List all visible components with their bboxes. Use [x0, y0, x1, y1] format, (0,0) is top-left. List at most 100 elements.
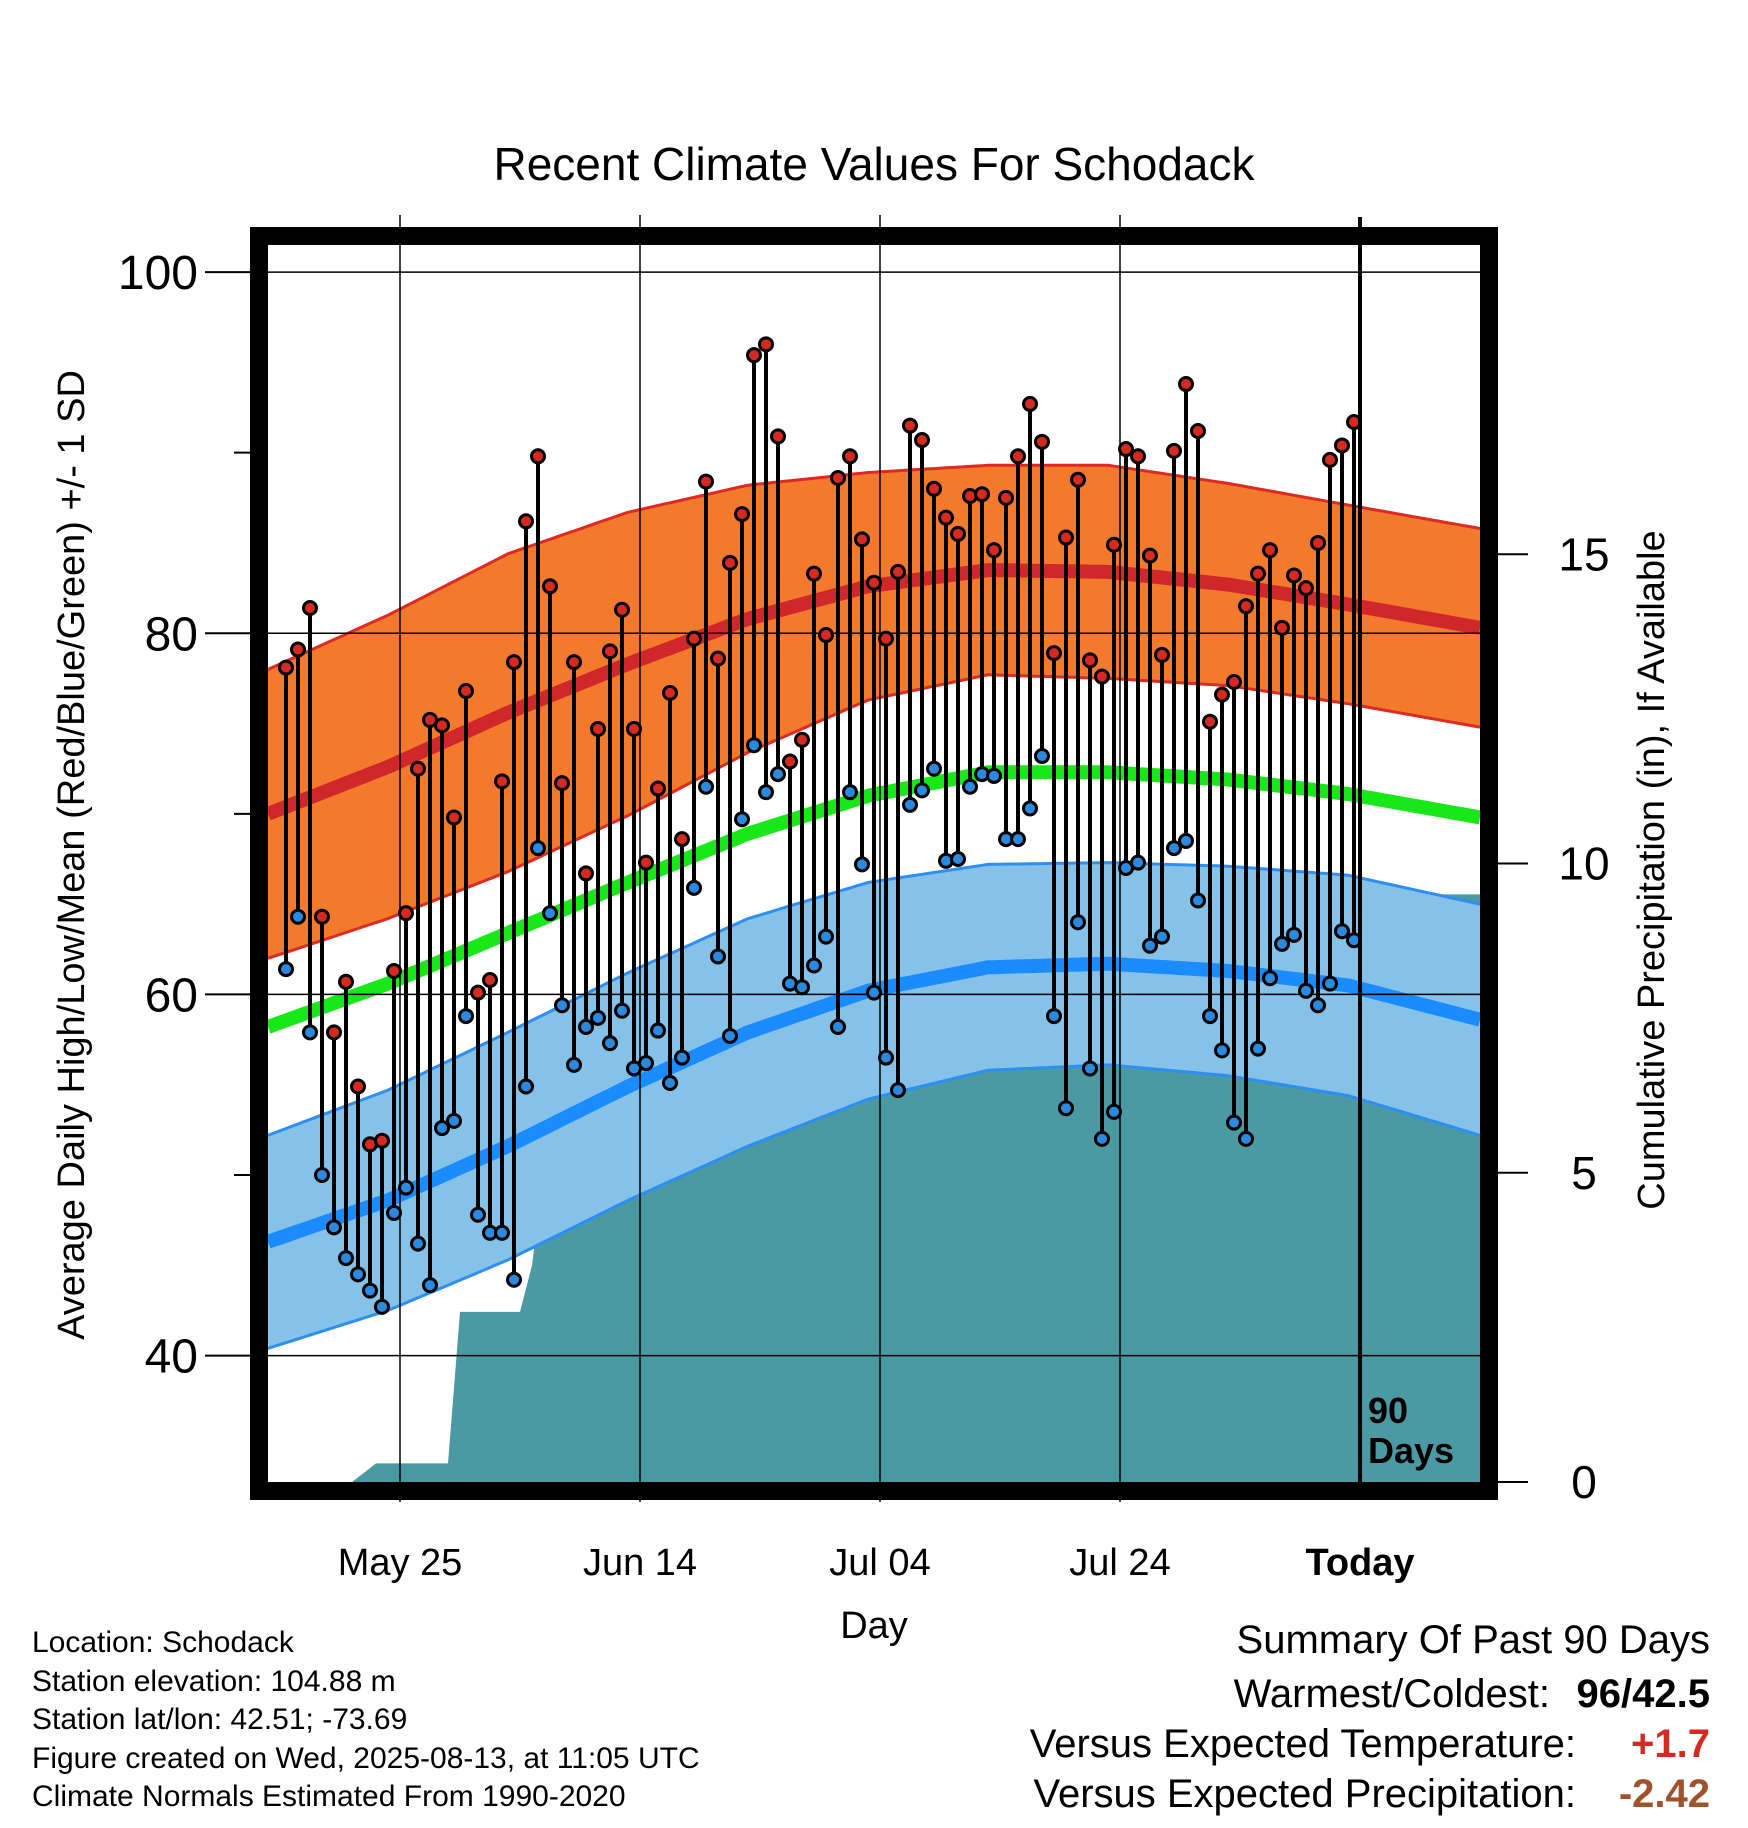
high-temp-point — [566, 654, 582, 671]
high-temp-point — [1082, 652, 1098, 669]
high-temp-point — [842, 448, 858, 465]
high-temp-point — [1070, 471, 1086, 488]
high-temp-point — [386, 962, 402, 979]
low-temp-point — [494, 1224, 510, 1241]
low-temp-point — [350, 1266, 366, 1283]
high-sd-upper-line — [267, 463, 1481, 671]
low-temp-point — [458, 1008, 474, 1025]
high-temp-point — [950, 525, 966, 542]
high-temp-point — [662, 684, 678, 701]
low-temp-point — [926, 760, 942, 777]
high-temp-point — [326, 1024, 342, 1041]
low-temp-point — [446, 1112, 462, 1129]
high-temp-point — [938, 509, 954, 526]
low-temp-point — [434, 1120, 450, 1137]
low-temp-point — [1262, 970, 1278, 987]
x-tick-label: Jun 14 — [583, 1542, 697, 1584]
high-temp-point — [1334, 437, 1350, 454]
high-temp-point — [902, 417, 918, 434]
low-temp-point — [962, 778, 978, 795]
low-temp-point — [1166, 840, 1182, 857]
low-temp-point — [866, 984, 882, 1001]
low-temp-point — [650, 1022, 666, 1039]
high-temp-point — [770, 428, 786, 445]
low-temp-point — [722, 1027, 738, 1044]
low-temp-point — [278, 961, 294, 978]
low-temp-point — [746, 737, 762, 754]
high-temp-point — [434, 717, 450, 734]
y2-tick-label: 0 — [1571, 1456, 1597, 1508]
low-temp-point — [1142, 937, 1158, 954]
high-temp-point — [1322, 451, 1338, 468]
low-temp-point — [914, 782, 930, 799]
high-temp-point — [338, 973, 354, 990]
high-temp-point — [410, 760, 426, 777]
high-temp-point — [374, 1132, 390, 1149]
low-temp-point — [386, 1204, 402, 1221]
low-temp-point — [710, 948, 726, 965]
high-temp-point — [542, 578, 558, 595]
low-temp-point — [578, 1018, 594, 1035]
high-temp-point — [722, 554, 738, 571]
low-temp-point — [530, 840, 546, 857]
plot-frame — [250, 227, 1498, 1500]
low-temp-point — [842, 784, 858, 801]
high-temp-point — [398, 905, 414, 922]
low-temp-point — [1046, 1008, 1062, 1025]
high-temp-point — [974, 486, 990, 503]
low-temp-point — [362, 1282, 378, 1299]
y2-tick-label: 15 — [1558, 528, 1609, 580]
low-temp-point — [1106, 1103, 1122, 1120]
low-sd-lower-line — [267, 1063, 1481, 1350]
today-days-label-2: Days — [1368, 1430, 1454, 1471]
low-temp-point — [878, 1049, 894, 1066]
x-tick-label: Today — [1305, 1542, 1414, 1584]
high-temp-point — [1046, 645, 1062, 662]
chart-title: Recent Climate Values For Schodack — [493, 138, 1255, 190]
high-temp-point — [1262, 542, 1278, 559]
high-temp-point — [878, 630, 894, 647]
low-temp-point — [1214, 1042, 1230, 1059]
station-info: Location: Schodack Station elevation: 10… — [32, 1624, 700, 1817]
high-temp-point — [890, 563, 906, 580]
latlon-text: Station lat/lon: 42.51; -73.69 — [32, 1703, 408, 1736]
low-temp-point — [902, 796, 918, 813]
low-temp-point — [638, 1055, 654, 1072]
high-temp-point — [626, 720, 642, 737]
high-temp-point — [314, 908, 330, 925]
high-temp-point — [782, 753, 798, 770]
high-temp-point — [590, 720, 606, 737]
high-temp-point — [1178, 376, 1194, 393]
low-temp-point — [518, 1078, 534, 1095]
high-temp-point — [446, 809, 462, 826]
y-tick-label: 80 — [145, 608, 198, 661]
low-temp-point — [1094, 1130, 1110, 1147]
high-temp-point — [302, 599, 318, 616]
high-temp-point — [758, 336, 774, 353]
low-temp-point — [1058, 1100, 1074, 1117]
low-temp-point — [1154, 928, 1170, 945]
low-temp-point — [1130, 854, 1146, 871]
low-temp-point — [374, 1298, 390, 1315]
low-temp-point — [314, 1167, 330, 1184]
low-temp-point — [830, 1018, 846, 1035]
high-temp-point — [1022, 395, 1038, 412]
high-temp-point — [1034, 433, 1050, 450]
y-tick-label: 40 — [145, 1331, 198, 1384]
low-temp-point — [818, 928, 834, 945]
high-temp-point — [734, 506, 750, 523]
low-temp-point — [1022, 800, 1038, 817]
low-temp-point — [794, 979, 810, 996]
low-temp-point — [602, 1035, 618, 1052]
today-days-label-1: 90 — [1368, 1390, 1408, 1431]
x-tick-label: Jul 24 — [1069, 1542, 1170, 1584]
low-temp-point — [1298, 982, 1314, 999]
summary-heading: Summary Of Past 90 Days — [1236, 1618, 1710, 1662]
low-temp-point — [590, 1009, 606, 1026]
high-temp-point — [674, 831, 690, 848]
x-tick-label: May 25 — [338, 1542, 463, 1584]
low-temp-point — [890, 1082, 906, 1099]
high-temp-point — [614, 601, 630, 618]
coldest-value: 42.5 — [1632, 1672, 1710, 1716]
high-temp-point — [530, 448, 546, 465]
